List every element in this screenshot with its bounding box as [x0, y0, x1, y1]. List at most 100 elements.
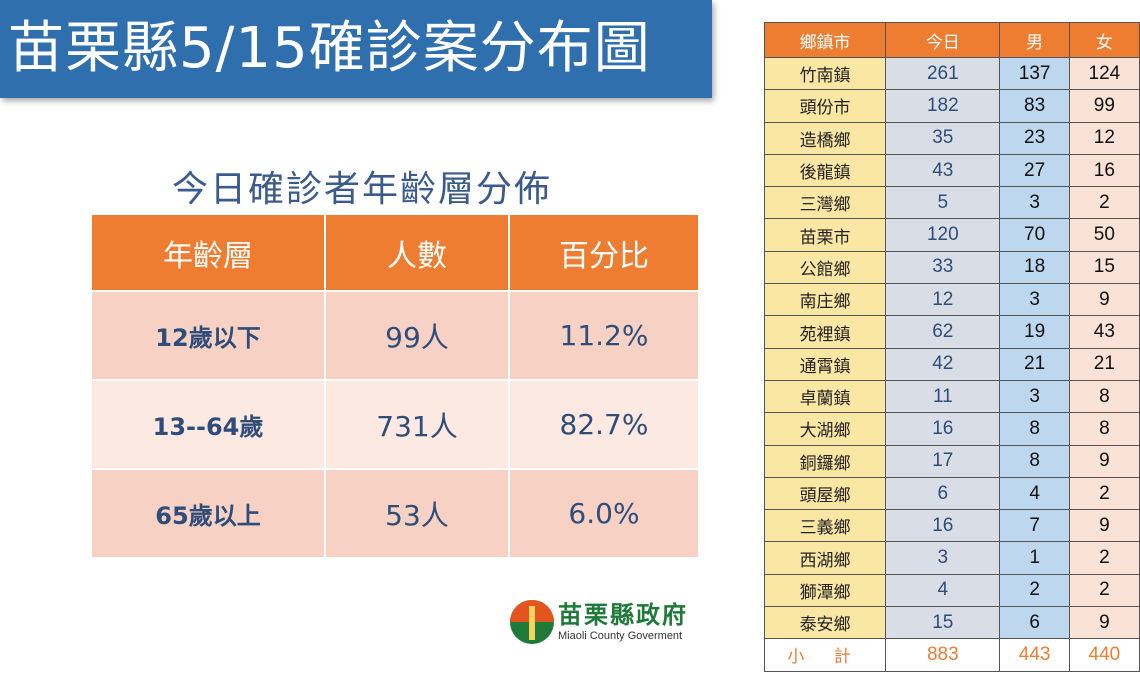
female-cell: 2 — [1068, 541, 1140, 575]
female-cell: 124 — [1068, 56, 1140, 91]
township-cell: 大湖鄉 — [763, 412, 887, 446]
female-cell: 15 — [1068, 250, 1140, 285]
count-cell: 731人 — [325, 379, 510, 469]
township-cell: 銅鑼鄉 — [763, 444, 887, 478]
female-cell: 50 — [1068, 218, 1140, 252]
count-cell: 53人 — [325, 468, 510, 557]
today-cell: 33 — [885, 250, 1001, 285]
table-row: 通霄鎮 42 21 21 — [763, 347, 1140, 381]
today-cell: 5 — [885, 186, 1001, 220]
male-cell: 21 — [999, 347, 1070, 381]
today-cell: 12 — [885, 283, 1001, 317]
township-cell: 泰安鄉 — [763, 606, 887, 640]
header-count: 人數 — [325, 215, 510, 291]
table-row: 苑裡鎮 62 19 43 — [763, 315, 1140, 349]
logo-name-en: Miaoli County Goverment — [558, 630, 683, 642]
today-cell: 16 — [885, 509, 1001, 543]
table-row: 銅鑼鄉 17 8 9 — [763, 444, 1140, 478]
today-cell: 883 — [885, 638, 1001, 672]
today-cell: 261 — [885, 56, 1001, 91]
female-cell: 12 — [1068, 121, 1140, 155]
logo-name-cn: 苗栗縣政府 — [558, 600, 688, 629]
female-cell: 2 — [1068, 476, 1140, 511]
female-cell: 16 — [1068, 153, 1140, 188]
percent-cell: 82.7% — [509, 379, 698, 469]
male-cell: 3 — [999, 379, 1070, 414]
male-cell: 3 — [999, 283, 1070, 317]
table-row: 三灣鄉 5 3 2 — [763, 186, 1140, 220]
today-cell: 43 — [885, 153, 1001, 188]
male-cell: 1 — [999, 541, 1070, 575]
today-cell: 62 — [885, 315, 1001, 349]
female-cell: 9 — [1068, 444, 1140, 478]
age-group-cell: 13--64歲 — [92, 379, 326, 469]
female-cell: 9 — [1068, 606, 1140, 640]
table-row: 泰安鄉 15 6 9 — [763, 606, 1140, 640]
male-cell: 18 — [999, 250, 1070, 285]
today-cell: 35 — [885, 121, 1001, 155]
today-cell: 42 — [885, 347, 1001, 381]
township-cell: 苗栗市 — [763, 218, 887, 252]
female-cell: 2 — [1068, 573, 1140, 608]
township-cell: 造橋鄉 — [763, 121, 887, 155]
table-row: 後龍鎮 43 27 16 — [763, 153, 1140, 188]
table-row: 頭屋鄉 6 4 2 — [763, 476, 1140, 511]
today-cell: 17 — [885, 444, 1001, 478]
county-logo: 苗栗縣政府 Miaoli County Goverment — [510, 600, 688, 644]
township-cell: 公館鄉 — [763, 250, 887, 285]
table-row: 卓蘭鎮 11 3 8 — [763, 379, 1140, 414]
male-cell: 137 — [999, 56, 1070, 91]
township-cell: 苑裡鎮 — [763, 315, 887, 349]
header-today: 今日 — [885, 22, 1001, 58]
table-row: 竹南鎮 261 137 124 — [763, 56, 1140, 91]
header-age-group: 年齡層 — [92, 215, 326, 291]
table-row: 西湖鄉 3 1 2 — [763, 541, 1140, 575]
female-cell: 9 — [1068, 283, 1140, 317]
header-female: 女 — [1068, 22, 1140, 58]
header-percent: 百分比 — [509, 215, 698, 291]
today-cell: 16 — [885, 412, 1001, 446]
table-header-row: 年齡層 人數 百分比 — [92, 215, 698, 291]
page-title: 苗栗縣5/15確診案分布圖 — [8, 16, 651, 81]
female-cell: 9 — [1068, 509, 1140, 543]
township-cell: 通霄鎮 — [763, 347, 887, 381]
today-cell: 6 — [885, 476, 1001, 511]
today-cell: 120 — [885, 218, 1001, 252]
male-cell: 6 — [999, 606, 1070, 640]
age-group-cell: 12歲以下 — [92, 290, 326, 380]
male-cell: 23 — [999, 121, 1070, 155]
male-cell: 7 — [999, 509, 1070, 543]
header-township: 鄉鎮市 — [763, 22, 887, 58]
male-cell: 19 — [999, 315, 1070, 349]
table-row: 南庄鄉 12 3 9 — [763, 283, 1140, 317]
township-cell: 南庄鄉 — [763, 283, 887, 317]
township-cell: 西湖鄉 — [763, 541, 887, 575]
township-cell: 三義鄉 — [763, 509, 887, 543]
male-cell: 8 — [999, 412, 1070, 446]
township-cell: 卓蘭鎮 — [763, 379, 887, 414]
table-row: 13--64歲 731人 82.7% — [92, 379, 698, 469]
today-cell: 3 — [885, 541, 1001, 575]
male-cell: 8 — [999, 444, 1070, 478]
table-row: 苗栗市 120 70 50 — [763, 218, 1140, 252]
township-cell: 後龍鎮 — [763, 153, 887, 188]
table-row: 公館鄉 33 18 15 — [763, 250, 1140, 285]
township-cell: 竹南鎮 — [763, 56, 887, 91]
male-cell: 2 — [999, 573, 1070, 608]
table-row: 獅潭鄉 4 2 2 — [763, 573, 1140, 608]
count-cell: 99人 — [325, 290, 510, 380]
female-cell: 8 — [1068, 379, 1140, 414]
table-row: 12歲以下 99人 11.2% — [92, 290, 698, 380]
female-cell: 21 — [1068, 347, 1140, 381]
today-cell: 182 — [885, 89, 1001, 123]
total-row: 小 計 883 443 440 — [763, 638, 1140, 672]
table-row: 65歲以上 53人 6.0% — [92, 468, 698, 557]
age-section-title: 今日確診者年齡層分佈 — [172, 169, 553, 210]
table-row: 造橋鄉 35 23 12 — [763, 121, 1140, 155]
age-group-cell: 65歲以上 — [92, 468, 326, 557]
female-cell: 8 — [1068, 412, 1140, 446]
township-cell: 小 計 — [763, 638, 887, 672]
today-cell: 11 — [885, 379, 1001, 414]
age-distribution-table: 年齡層 人數 百分比 12歲以下 99人 11.2% 13--64歲 731人 … — [92, 215, 698, 557]
percent-cell: 6.0% — [509, 468, 698, 557]
